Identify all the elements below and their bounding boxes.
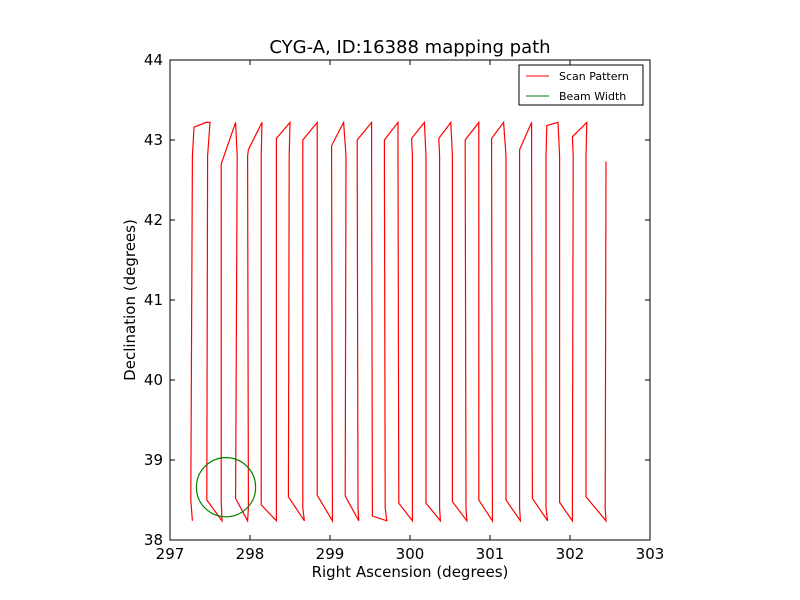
beam-width-circle: [195, 457, 257, 518]
y-tick-label: 43: [144, 131, 163, 149]
x-tick-label: 299: [316, 545, 345, 563]
legend: Scan Pattern Beam Width: [518, 64, 644, 106]
y-tick-label: 38: [144, 531, 163, 549]
y-tick-label: 42: [144, 211, 163, 229]
x-tick-label: 301: [476, 545, 505, 563]
plot-frame: [169, 59, 651, 541]
x-tick-label: 303: [636, 545, 665, 563]
y-axis-label: Declination (degrees): [121, 219, 139, 381]
y-tick-label: 39: [144, 451, 163, 469]
x-axis-label: Right Ascension (degrees): [312, 563, 509, 581]
x-tick-label: 297: [156, 545, 185, 563]
x-tick-label: 300: [396, 545, 425, 563]
y-tick-label: 40: [144, 371, 163, 389]
legend-label-scan-pattern: Scan Pattern: [559, 70, 629, 83]
tick-labels: 297 298 299 300 301 302 303 38 39 40 41 42 43 44: [144, 51, 664, 563]
y-tick-label: 44: [144, 51, 163, 69]
x-tick-label: 302: [556, 545, 585, 563]
legend-label-beam-width: Beam Width: [559, 90, 626, 103]
x-tick-label: 298: [236, 545, 265, 563]
plot-area: [170, 60, 650, 540]
legend-box: [518, 64, 644, 106]
scan-pattern-line: [190, 120, 607, 523]
y-tick-label: 41: [144, 291, 163, 309]
plot-background: [170, 60, 650, 540]
chart-title: CYG-A, ID:16388 mapping path: [269, 37, 550, 58]
